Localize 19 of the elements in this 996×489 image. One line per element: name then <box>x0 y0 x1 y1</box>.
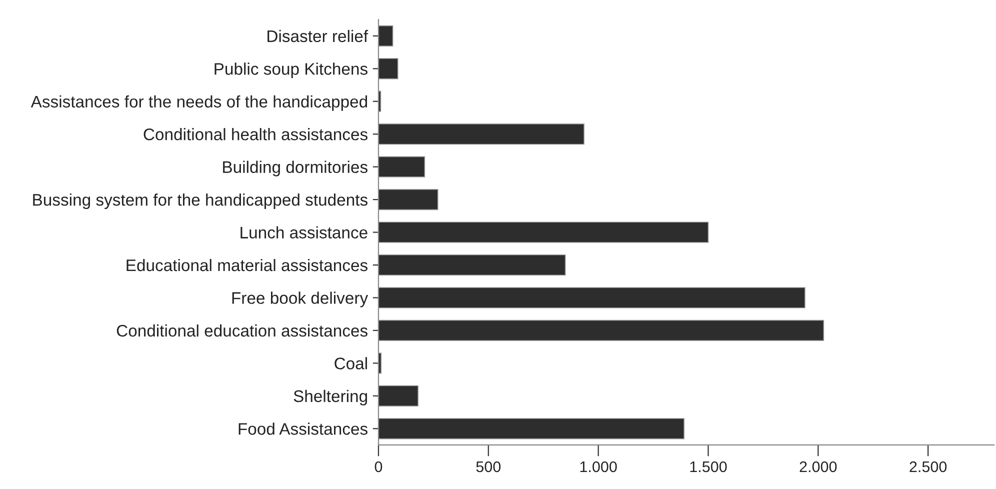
x-tick-label: 1.500 <box>690 461 727 472</box>
x-tick-label: 1.000 <box>580 461 617 472</box>
x-tick-label: 2.000 <box>800 461 837 472</box>
y-tick-label: Lunch assistance <box>240 226 368 238</box>
x-tick-label: 0 <box>374 461 382 472</box>
x-tick-label: 500 <box>476 461 501 472</box>
y-tick-label: Coal <box>334 357 367 370</box>
y-tick-label: Conditional education assistances <box>116 324 368 337</box>
y-tick-label: Building dormitories <box>223 160 368 176</box>
y-tick-label: Disaster relief <box>268 30 368 42</box>
x-tick-label: 2.500 <box>910 461 947 472</box>
y-tick-label: Public soup Kitchens <box>214 62 368 78</box>
y-tick-label: Assistances for the needs of the handicapped <box>30 95 368 111</box>
y-tick-label: Educational material assistances <box>126 258 368 272</box>
y-tick-label: Bussing system for the handicapped students <box>33 194 368 210</box>
y-tick-label: Food Assistances <box>238 422 368 435</box>
y-tick-label: Conditional health assistances <box>144 128 368 140</box>
y-tick-label: Free book delivery <box>232 292 368 308</box>
y-tick-label: Sheltering <box>294 390 367 406</box>
